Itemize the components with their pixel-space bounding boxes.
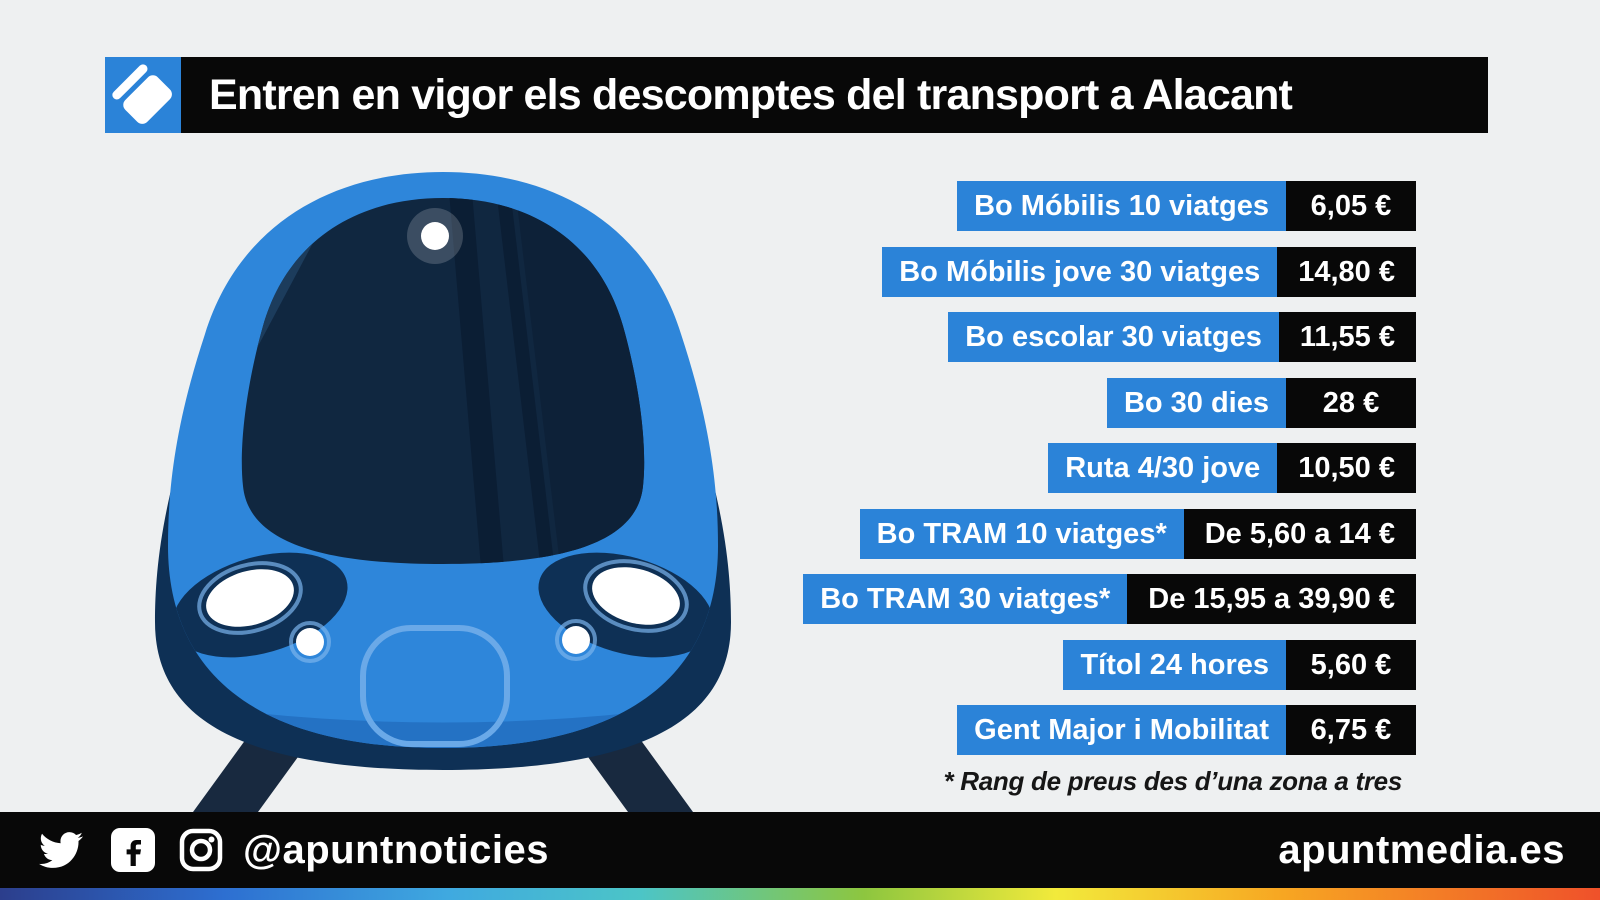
header-bar: Entren en vigor els descomptes del trans… <box>105 57 1488 133</box>
footer-bar: @apuntnoticies apuntmedia.es <box>0 812 1600 888</box>
fare-price: 14,80 € <box>1277 246 1416 297</box>
fare-label: Bo Móbilis 10 viatges <box>957 181 1286 231</box>
headlight-right <box>555 559 689 661</box>
fare-row: Bo escolar 30 viatges 11,55 € <box>948 312 1416 362</box>
fare-price: 6,05 € <box>1286 181 1416 231</box>
fare-price: 5,60 € <box>1286 639 1416 690</box>
fare-price: 11,55 € <box>1278 312 1416 362</box>
fare-label: Bo Móbilis jove 30 viatges <box>882 246 1278 297</box>
title-bar: Entren en vigor els descomptes del trans… <box>181 57 1488 133</box>
website-url: apuntmedia.es <box>1278 827 1565 872</box>
fare-label: Ruta 4/30 jove <box>1048 443 1278 493</box>
fare-row: Bo Móbilis 10 viatges 6,05 € <box>957 181 1416 231</box>
fare-row: Títol 24 hores 5,60 € <box>1063 639 1416 690</box>
fare-row: Bo 30 dies 28 € <box>1106 377 1416 428</box>
top-light <box>421 222 449 250</box>
fare-label: Bo escolar 30 viatges <box>948 312 1279 362</box>
fare-price: De 5,60 a 14 € <box>1183 508 1416 559</box>
fare-label: Bo TRAM 10 viatges* <box>859 508 1184 559</box>
train-illustration <box>155 172 731 812</box>
fare-price: 10,50 € <box>1277 443 1416 493</box>
twitter-icon <box>39 832 83 868</box>
social-icons <box>35 828 223 872</box>
fare-label: Gent Major i Mobilitat <box>957 705 1286 755</box>
fare-label: Títol 24 hores <box>1063 639 1286 690</box>
fare-price: 28 € <box>1286 377 1416 428</box>
rainbow-strip <box>0 888 1600 900</box>
headlight-left <box>197 561 331 663</box>
fare-label: Bo TRAM 30 viatges* <box>803 574 1128 624</box>
fare-row: Gent Major i Mobilitat 6,75 € <box>957 705 1416 755</box>
fare-price: 6,75 € <box>1286 705 1416 755</box>
fare-label: Bo 30 dies <box>1106 377 1286 428</box>
fare-row: Ruta 4/30 jove 10,50 € <box>1048 443 1416 493</box>
instagram-icon <box>179 828 223 872</box>
fare-list: Bo Móbilis 10 viatges 6,05 € Bo Móbilis … <box>803 181 1416 755</box>
coupler-panel <box>360 625 510 747</box>
page-title: Entren en vigor els descomptes del trans… <box>209 70 1293 119</box>
facebook-icon <box>111 828 155 872</box>
fare-row: Bo Móbilis jove 30 viatges 14,80 € <box>882 246 1416 297</box>
travel-card-icon <box>105 57 181 133</box>
fare-price: De 15,95 a 39,90 € <box>1127 574 1416 624</box>
social-handle: @apuntnoticies <box>243 827 550 872</box>
price-range-footnote: * Rang de preus des d’una zona a tres <box>943 766 1403 796</box>
fare-row: Bo TRAM 10 viatges* De 5,60 a 14 € <box>859 508 1416 559</box>
fare-row: Bo TRAM 30 viatges* De 15,95 a 39,90 € <box>803 574 1416 624</box>
